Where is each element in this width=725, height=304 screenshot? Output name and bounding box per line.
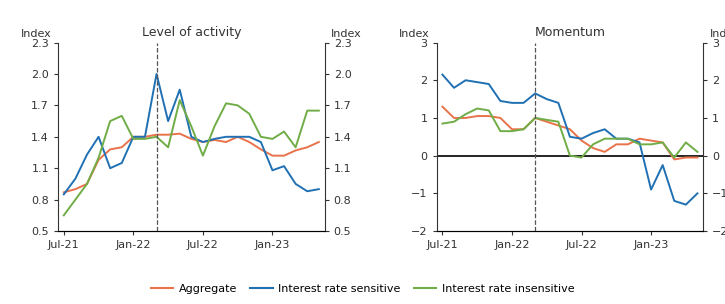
Text: Index: Index bbox=[331, 29, 362, 39]
Text: Index: Index bbox=[710, 29, 725, 39]
Title: Level of activity: Level of activity bbox=[141, 26, 241, 39]
Legend: Aggregate, Interest rate sensitive, Interest rate insensitive: Aggregate, Interest rate sensitive, Inte… bbox=[146, 280, 579, 299]
Text: Index: Index bbox=[21, 29, 51, 39]
Text: Index: Index bbox=[399, 29, 430, 39]
Title: Momentum: Momentum bbox=[534, 26, 605, 39]
